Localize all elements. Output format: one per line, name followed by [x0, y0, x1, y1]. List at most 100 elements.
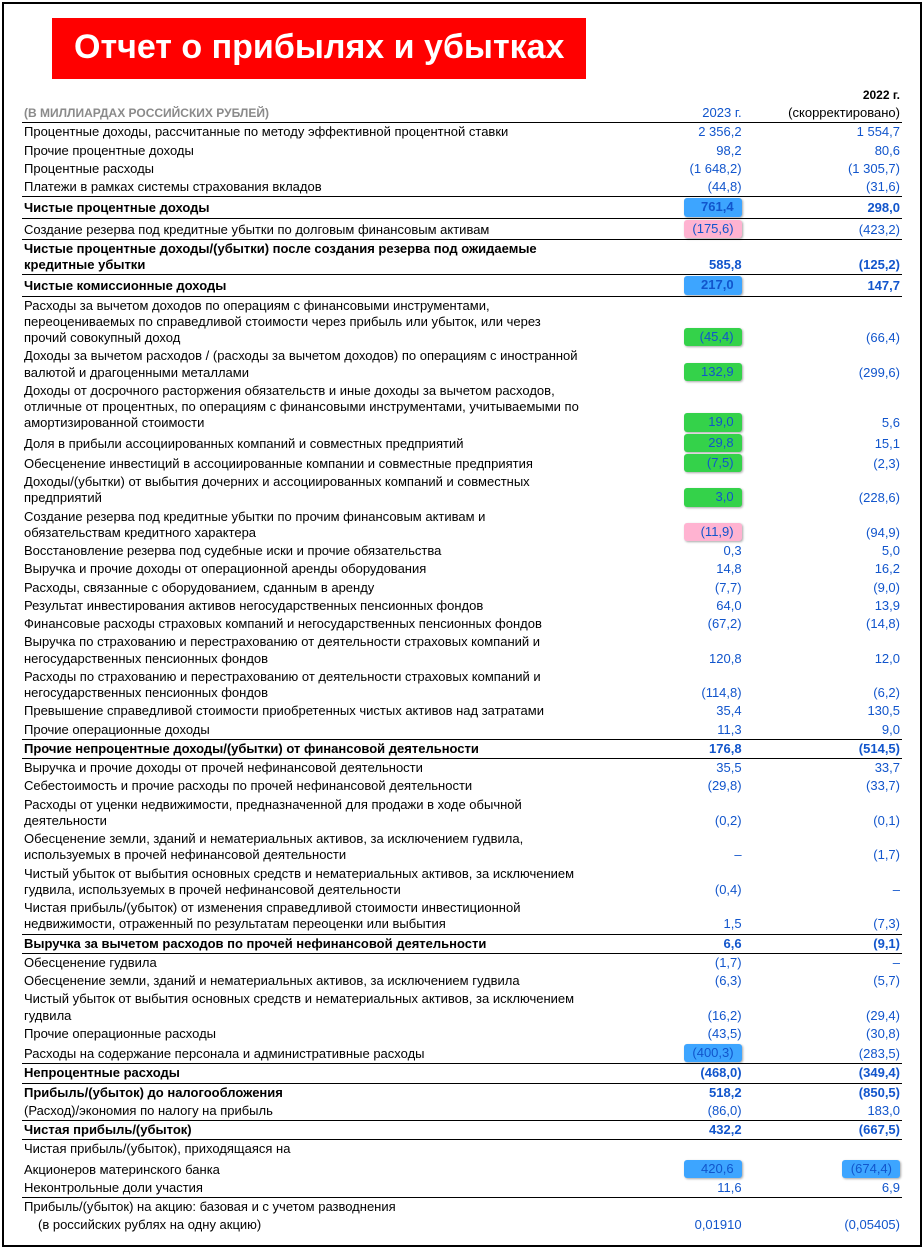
table-row: Выручка по страхованию и перестрахованию…	[22, 633, 902, 668]
row-value: (67,2)	[585, 615, 743, 633]
row-value: (43,5)	[585, 1025, 743, 1043]
row-label: Неконтрольные доли участия	[22, 1179, 585, 1198]
row-value	[585, 1140, 743, 1159]
row-label: Обесценение земли, зданий и нематериальн…	[22, 972, 585, 990]
table-row: Обесценение гудвила(1,7)–	[22, 953, 902, 972]
row-value: 132,9	[585, 347, 743, 382]
row-label: (Расход)/экономия по налогу на прибыль	[22, 1102, 585, 1121]
row-label: Доходы от досрочного расторжения обязате…	[22, 382, 585, 433]
row-value: 0,01910	[585, 1216, 743, 1234]
row-value: (0,2)	[585, 796, 743, 831]
row-value: (31,6)	[744, 178, 902, 197]
report-title: Отчет о прибылях и убытках	[52, 18, 586, 79]
row-value: 183,0	[744, 1102, 902, 1121]
row-value: (1,7)	[585, 953, 743, 972]
row-value: 19,0	[585, 382, 743, 433]
row-value: 6,9	[744, 1179, 902, 1198]
row-value	[744, 1140, 902, 1159]
row-label: Чистая прибыль/(убыток)	[22, 1121, 585, 1140]
row-value: (125,2)	[744, 239, 902, 275]
row-value: 585,8	[585, 239, 743, 275]
row-value: (514,5)	[744, 739, 902, 758]
row-value: 35,5	[585, 759, 743, 778]
row-label: Чистый убыток от выбытия основных средст…	[22, 865, 585, 900]
row-value: (9,1)	[744, 934, 902, 953]
row-value: 420,6	[585, 1159, 743, 1179]
row-label: Прибыль/(убыток) до налогообложения	[22, 1083, 585, 1102]
row-value: 9,0	[744, 721, 902, 740]
row-label: Чистые процентные доходы/(убытки) после …	[22, 239, 585, 275]
row-label: Создание резерва под кредитные убытки по…	[22, 508, 585, 543]
table-row: Расходы на содержание персонала и админи…	[22, 1043, 902, 1064]
table-row: Выручка за вычетом расходов по прочей не…	[22, 934, 902, 953]
row-value	[585, 1198, 743, 1217]
row-value: (423,2)	[744, 218, 902, 239]
table-body: Процентные доходы, рассчитанные по метод…	[22, 123, 902, 1235]
row-value: (16,2)	[585, 990, 743, 1025]
row-label: Расходы на содержание персонала и админи…	[22, 1043, 585, 1064]
row-label: Создание резерва под кредитные убытки по…	[22, 218, 585, 239]
row-value: 11,3	[585, 721, 743, 740]
row-value: (45,4)	[585, 296, 743, 347]
row-value: 35,4	[585, 702, 743, 720]
row-label: Восстановление резерва под судебные иски…	[22, 542, 585, 560]
table-row: Доходы за вычетом расходов / (расходы за…	[22, 347, 902, 382]
row-label: Расходы за вычетом доходов по операциям …	[22, 296, 585, 347]
row-label: Расходы по страхованию и перестрахованию…	[22, 668, 585, 703]
row-value: (2,3)	[744, 453, 902, 473]
row-label: Прочие операционные доходы	[22, 721, 585, 740]
table-row: Чистые процентные доходы761,4298,0	[22, 197, 902, 218]
table-row: Создание резерва под кредитные убытки по…	[22, 508, 902, 543]
row-label: Расходы, связанные с оборудованием, сдан…	[22, 579, 585, 597]
row-label: Выручка по страхованию и перестрахованию…	[22, 633, 585, 668]
table-row: Обесценение инвестиций в ассоциированные…	[22, 453, 902, 473]
row-value: 14,8	[585, 560, 743, 578]
row-value: 176,8	[585, 739, 743, 758]
row-value: 5,6	[744, 382, 902, 433]
row-value: (7,5)	[585, 453, 743, 473]
table-row: Чистая прибыль/(убыток)432,2(667,5)	[22, 1121, 902, 1140]
row-value: 217,0	[585, 275, 743, 296]
row-value: 518,2	[585, 1083, 743, 1102]
table-row: Чистая прибыль/(убыток), приходящаяся на	[22, 1140, 902, 1159]
row-value: (14,8)	[744, 615, 902, 633]
table-row: Финансовые расходы страховых компаний и …	[22, 615, 902, 633]
row-value: 15,1	[744, 433, 902, 453]
table-row: Прибыль/(убыток) на акцию: базовая и с у…	[22, 1198, 902, 1217]
row-value: (667,5)	[744, 1121, 902, 1140]
row-label: Расходы от уценки недвижимости, предназн…	[22, 796, 585, 831]
row-label: Выручка за вычетом расходов по прочей не…	[22, 934, 585, 953]
table-row: Чистый убыток от выбытия основных средст…	[22, 865, 902, 900]
table-row: Платежи в рамках системы страхования вкл…	[22, 178, 902, 197]
row-value: 12,0	[744, 633, 902, 668]
row-value: 1 554,7	[744, 123, 902, 142]
row-label: Платежи в рамках системы страхования вкл…	[22, 178, 585, 197]
table-row: Непроцентные расходы(468,0)(349,4)	[22, 1064, 902, 1083]
table-row: Выручка и прочие доходы от операционной …	[22, 560, 902, 578]
row-value: 80,6	[744, 142, 902, 160]
row-label: Доля в прибыли ассоциированных компаний …	[22, 433, 585, 453]
row-value: (66,4)	[744, 296, 902, 347]
row-value: (44,8)	[585, 178, 743, 197]
table-row: Чистые комиссионные доходы217,0147,7	[22, 275, 902, 296]
unit-note: (В МИЛЛИАРДАХ РОССИЙСКИХ РУБЛЕЙ)	[22, 87, 585, 123]
row-value: (33,7)	[744, 777, 902, 795]
table-row: Превышение справедливой стоимости приобр…	[22, 702, 902, 720]
row-label: Прочие операционные расходы	[22, 1025, 585, 1043]
row-value: 120,8	[585, 633, 743, 668]
table-row: Обесценение земли, зданий и нематериальн…	[22, 830, 902, 865]
row-value: (283,5)	[744, 1043, 902, 1064]
row-value: (29,8)	[585, 777, 743, 795]
table-row: (в российских рублях на одну акцию)0,019…	[22, 1216, 902, 1234]
row-label: Обесценение земли, зданий и нематериальн…	[22, 830, 585, 865]
row-label: Прочие непроцентные доходы/(убытки) от ф…	[22, 739, 585, 758]
row-value: 13,9	[744, 597, 902, 615]
row-value: 64,0	[585, 597, 743, 615]
row-value: 98,2	[585, 142, 743, 160]
row-value: (7,7)	[585, 579, 743, 597]
table-row: Акционеров материнского банка420,6(674,4…	[22, 1159, 902, 1179]
table-row: Выручка и прочие доходы от прочей нефина…	[22, 759, 902, 778]
row-label: Чистая прибыль/(убыток) от изменения спр…	[22, 899, 585, 934]
table-row: Процентные доходы, рассчитанные по метод…	[22, 123, 902, 142]
row-label: Обесценение гудвила	[22, 953, 585, 972]
